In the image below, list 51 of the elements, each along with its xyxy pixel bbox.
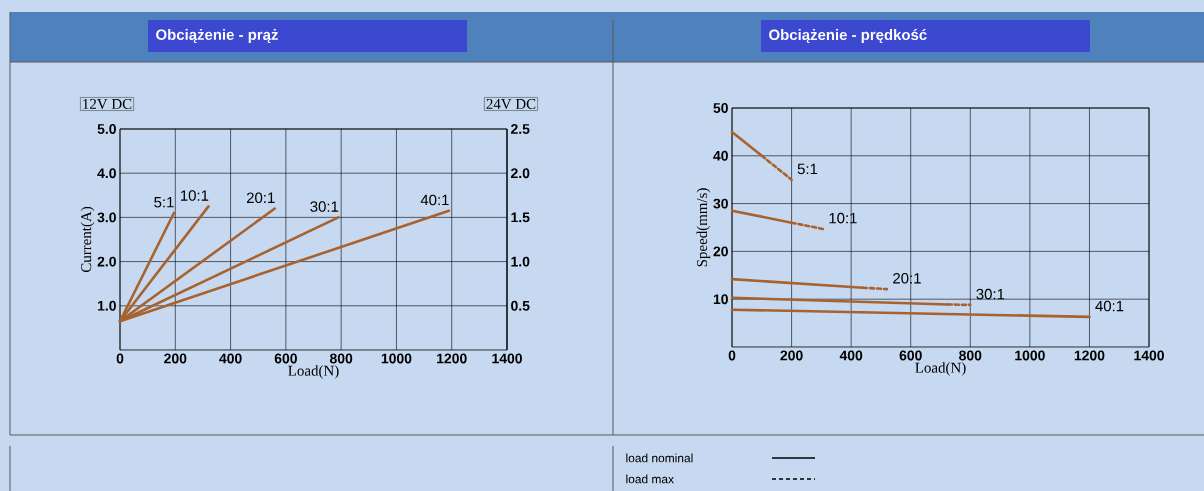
text: 12V DC	[83, 98, 132, 110]
y-tick-label: 3.0	[97, 212, 116, 223]
y-tick-label: 20	[713, 246, 728, 257]
y-tick-label: 5.0	[97, 124, 116, 134]
x-tick-label: 400	[839, 350, 863, 361]
x-tick-label: 1200	[437, 353, 467, 364]
series-label: 30:1	[976, 288, 1005, 300]
x-tick-label: 800	[959, 350, 982, 361]
y-axis-title: Speed(mm/s)	[696, 188, 711, 267]
y-tick-label: 1.0	[97, 300, 116, 311]
x-tick-label: 200	[780, 350, 803, 361]
y-tick-label: 30	[713, 198, 728, 209]
y-tick-label: 10	[713, 294, 728, 305]
x-axis-title: Load(N)	[288, 365, 339, 379]
x-tick-label: 800	[329, 353, 353, 364]
series-label: 5:1	[797, 163, 818, 175]
series-label: 30:1	[310, 201, 339, 212]
series-label: 20:1	[893, 273, 921, 284]
y-tick-label: 2.0	[97, 256, 116, 267]
series-label: 40:1	[420, 194, 449, 206]
y-tick-label: 50	[713, 103, 728, 113]
x-tick-label: 1200	[1074, 350, 1105, 361]
x-tick-label: 1000	[1015, 350, 1045, 361]
text: load max	[626, 474, 674, 484]
series-label: 40:1	[1095, 300, 1124, 312]
series-label: 5:1	[154, 197, 174, 208]
y2-tick-label: 2.5	[511, 124, 530, 134]
x-tick-label: 0	[728, 350, 736, 361]
x-axis-title: Load(N)	[915, 362, 966, 376]
chart-title: Obciążenie - prędkość	[769, 28, 927, 44]
series-label: 20:1	[246, 192, 275, 204]
text: 24V DC	[486, 98, 536, 110]
text: load nominal	[626, 453, 693, 463]
chart-title: Obciążenie - prąż	[156, 29, 278, 43]
y2-tick-label: 1.5	[511, 212, 530, 223]
y-axis-title: Current(A)	[80, 206, 95, 273]
y-tick-label: 4.0	[97, 168, 116, 179]
y2-tick-label: 1.0	[511, 256, 530, 267]
series-label: 10:1	[829, 212, 857, 224]
y2-tick-label: 2.0	[511, 168, 530, 179]
x-tick-label: 600	[274, 353, 297, 364]
x-tick-label: 200	[164, 353, 187, 364]
y-tick-label: 40	[713, 150, 728, 161]
series-label: 10:1	[181, 190, 209, 201]
x-tick-label: 1400	[492, 353, 522, 364]
x-tick-label: 400	[219, 353, 242, 364]
x-tick-label: 1000	[381, 353, 412, 364]
x-tick-label: 0	[116, 353, 124, 364]
x-tick-label: 1400	[1134, 350, 1164, 361]
x-tick-label: 600	[899, 350, 922, 361]
y2-tick-label: 0.5	[511, 300, 530, 311]
